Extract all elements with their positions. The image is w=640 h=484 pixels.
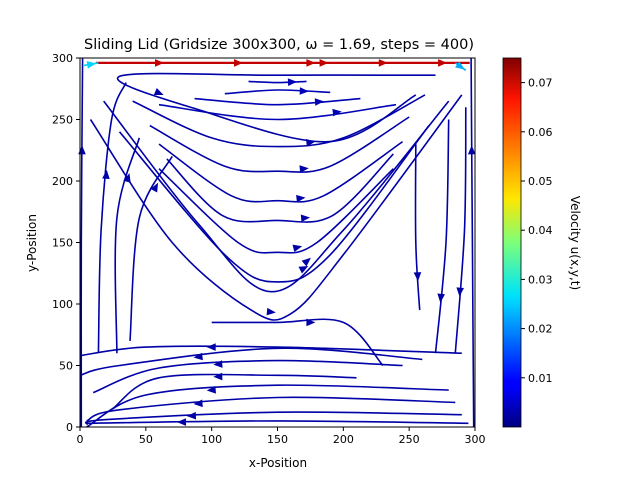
streamline-v-arc-5: [158, 168, 394, 254]
x-tick-label: 300: [465, 433, 486, 446]
colorbar-label: Velocity u(x,y,t): [568, 196, 582, 290]
colorbar-tick-label: 0.07: [528, 77, 553, 90]
streamline-arrow-right-inner: [456, 287, 464, 297]
colorbar-ticks: 0.01 0.02 0.03 0.04 0.05 0.06 0.07: [521, 77, 553, 385]
streamline-arrow-inner-arc-1: [299, 87, 309, 95]
streamline-left-inner-3: [129, 156, 173, 341]
streamline-arrow-v-arc-8: [266, 307, 276, 316]
streamline-arrow-upper-rim: [86, 61, 97, 69]
streamline-arrow-inner-arc-2: [314, 98, 324, 106]
streamline-left-inner: [97, 82, 127, 354]
y-tick-label: 0: [66, 421, 73, 434]
streamline-arrow-upper-rim-right: [455, 61, 465, 70]
streamlines-group: [78, 57, 476, 428]
streamline-arrow-v-arc-6: [298, 266, 309, 274]
streamline-arrow-v-arc-2: [299, 165, 309, 173]
streamline-bottom-base: [86, 420, 469, 425]
streamline-arrow-center-knot: [306, 318, 316, 327]
y-tick-label: 150: [52, 237, 73, 250]
streamline-bottom-band-top: [79, 345, 462, 357]
streamline-arrow-lid: [319, 59, 329, 67]
y-tick-label: 100: [52, 298, 73, 311]
lid-arrow-2: [306, 59, 316, 67]
streamline-arrow-bottom-arc-3: [213, 372, 223, 381]
streamline-right-inner-2: [434, 119, 450, 354]
colorbar-gradient: [502, 57, 522, 428]
streamline-arrow-left-inner-3: [150, 182, 159, 193]
streamline-arrow-bottom-band-top: [206, 343, 216, 351]
streamline-arrow-inner-arc-4: [287, 78, 297, 86]
streamline-v-arc-1: [132, 94, 426, 148]
streamline-right-inner-3: [414, 144, 421, 311]
streamline-arrow-bottom-arc-4: [206, 386, 216, 394]
x-tick-label: 50: [139, 433, 153, 446]
streamline-inner-arc-3: [158, 103, 397, 121]
streamline-arrow-inner-arc-3: [332, 108, 342, 117]
streamline-arrow-right-wall: [467, 145, 476, 155]
streamline-inner-arc-1: [224, 89, 331, 95]
streamline-arrow-bottom-arc-1: [193, 352, 203, 361]
lid-arrow-4: [438, 59, 448, 67]
streamline-left-wall: [80, 57, 84, 428]
streamline-inner-arc-2: [194, 97, 361, 106]
colorbar-tick-label: 0.04: [528, 224, 553, 237]
y-axis-ticks: 0 50 100 150 200 250 300: [52, 52, 80, 434]
streamline-bottom-arc-2: [92, 359, 403, 394]
chart-title: Sliding Lid (Gridsize 300x300, ω = 1.69,…: [84, 37, 474, 53]
x-tick-label: 100: [201, 433, 222, 446]
streamline-bottom-arc-1: [79, 347, 423, 377]
x-axis-ticks: 0 50 100 150 200 250 300: [77, 427, 486, 446]
x-tick-label: 0: [77, 433, 84, 446]
streamline-arrow-bottom-arc-2: [213, 360, 223, 368]
streamline-arrow-right-inner-2: [437, 293, 445, 303]
colorbar-tick-label: 0.02: [528, 323, 553, 336]
streamline-arrow-v-arc-1: [305, 139, 316, 147]
streamline-arrow-v-arc-3: [296, 194, 306, 203]
y-axis-label: y-Position: [25, 214, 39, 272]
colorbar: 0.01 0.02 0.03 0.04 0.05 0.06 0.07 Velocity u(…: [502, 57, 582, 428]
streamline-bottom-arc-4: [86, 384, 449, 428]
y-tick-label: 300: [52, 52, 73, 65]
streamline-arrow-v-arc-7: [301, 257, 311, 267]
streamline-bottom-arc-5: [86, 396, 456, 422]
y-tick-label: 200: [52, 175, 73, 188]
streamline-arrow-bottom-arc-5: [193, 399, 203, 408]
streamline-v-arc-7: [103, 100, 450, 293]
x-axis-label: x-Position: [249, 456, 307, 470]
streamline-v-arc-3: [158, 140, 404, 203]
streamline-bottom-arc-6: [84, 411, 462, 426]
streamline-arrow-v-arc-4: [300, 214, 311, 223]
streamline-v-arc-2: [149, 116, 410, 173]
x-tick-label: 150: [267, 433, 288, 446]
streamline-right-inner: [454, 107, 467, 354]
streamline-arrow-left-inner-2: [123, 173, 131, 183]
streamline-arrow-loop-right: [153, 88, 164, 96]
x-tick-label: 200: [333, 433, 354, 446]
streamline-right-wall: [470, 57, 475, 428]
plot-area: [78, 57, 476, 428]
x-tick-label: 250: [399, 433, 420, 446]
streamline-arrow-left-inner: [102, 169, 110, 180]
streamline-arrow-right-inner-3: [413, 272, 422, 282]
streamline-arrow-v-arc-5: [292, 244, 303, 253]
lid-arrow-1: [234, 59, 243, 67]
streamline-inner-arc-4: [248, 80, 307, 84]
streamline-left-inner-2: [114, 137, 141, 354]
colorbar-tick-label: 0.03: [528, 273, 553, 286]
colorbar-tick-label: 0.05: [528, 175, 553, 188]
streamline-arrow-bottom-base: [177, 418, 187, 426]
lid-arrow-0: [155, 59, 164, 67]
colorbar-tick-label: 0.06: [528, 126, 553, 139]
streamline-v-arc-4: [166, 153, 394, 223]
streamline-v-arc-8: [89, 94, 463, 321]
streamline-v-arc-6: [118, 125, 430, 283]
lid-arrow-3: [378, 59, 388, 67]
streamline-arrow-bottom-arc-6: [186, 411, 197, 420]
y-tick-label: 250: [52, 114, 73, 127]
colorbar-tick-label: 0.01: [528, 372, 553, 385]
y-tick-label: 50: [59, 360, 73, 373]
